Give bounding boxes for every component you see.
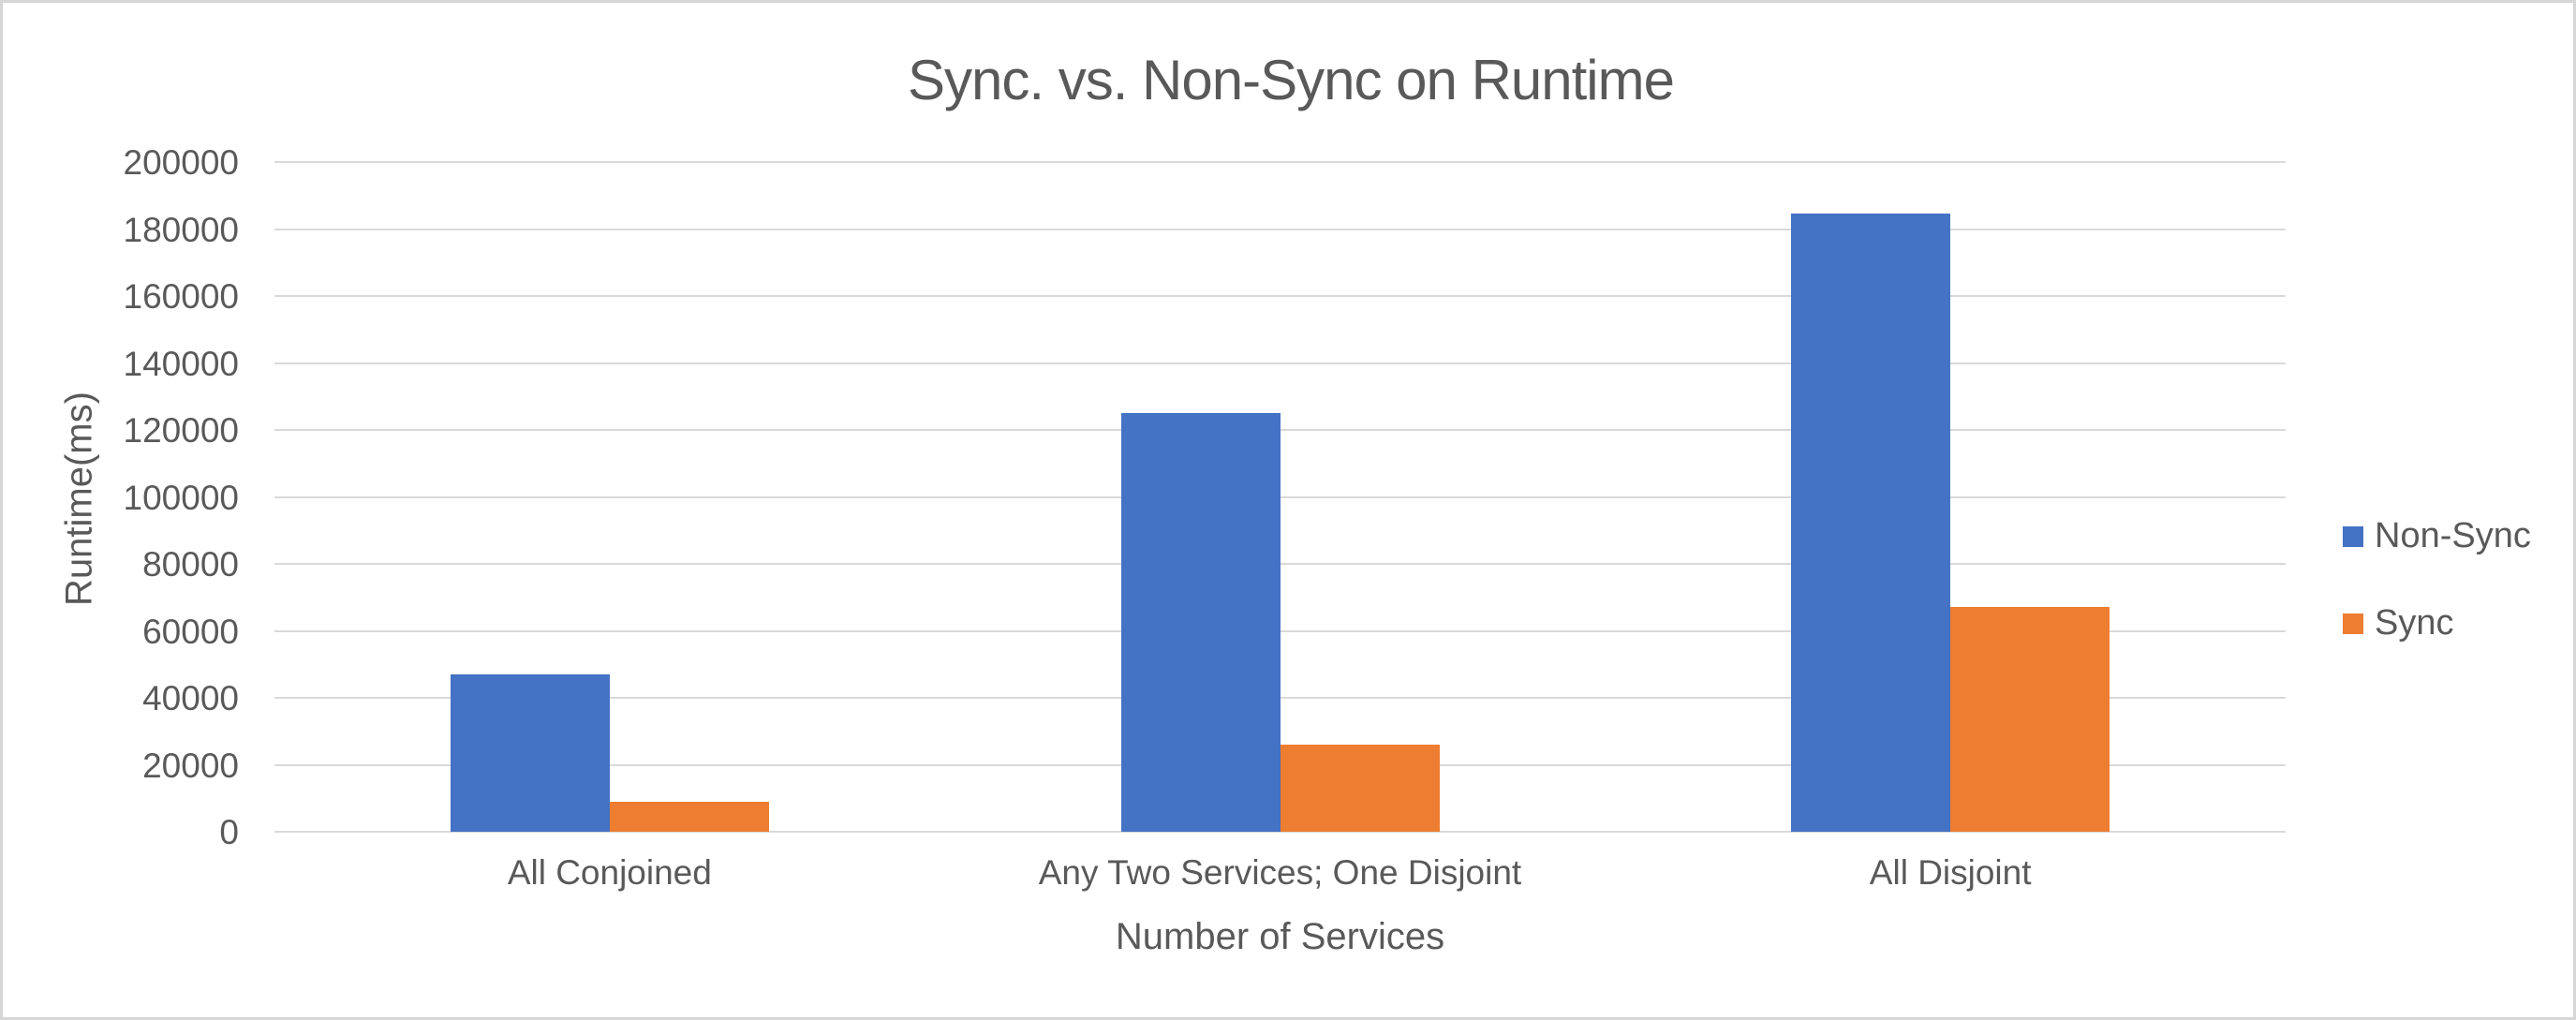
legend-label: Sync [2375,603,2454,643]
x-category-label: All Disjoint [1869,853,2032,892]
legend-item-sync: Sync [2343,603,2531,643]
gridline [274,429,2286,431]
y-tick-label: 140000 [123,344,239,383]
y-tick-label: 20000 [142,746,239,785]
gridline [274,563,2286,565]
y-tick-label: 180000 [123,210,239,249]
y-tick-label: 80000 [142,545,239,584]
x-category-label: All Conjoined [507,853,712,892]
chart-title: Sync. vs. Non-Sync on Runtime [907,49,1675,111]
y-tick-label: 60000 [142,612,239,651]
gridline [274,362,2286,364]
bar-sync-1 [609,801,769,832]
gridline [274,228,2286,230]
bar-non-sync-3 [1791,214,1951,832]
legend: Non-Sync Sync [2343,516,2531,643]
x-axis-title: Number of Services [1115,916,1445,957]
gridline [274,831,2286,833]
y-tick-label: 0 [219,813,239,851]
y-tick-label: 200000 [123,143,239,182]
bar-non-sync-1 [450,673,610,832]
gridline [274,697,2286,699]
y-tick-label: 100000 [123,478,239,517]
legend-swatch-icon [2343,525,2363,547]
legend-swatch-icon [2343,613,2363,634]
x-category-label: Any Two Services; One Disjoint [1038,853,1522,892]
y-tick-label: 40000 [142,679,239,717]
legend-item-non-sync: Non-Sync [2343,516,2531,556]
gridline [274,629,2286,632]
bar-non-sync-2 [1120,413,1281,832]
gridline [274,161,2286,163]
y-tick-label: 120000 [123,411,239,450]
bar-sync-3 [1950,607,2110,832]
plot-area [274,161,2286,833]
gridline [274,295,2286,297]
gridline [274,495,2286,498]
y-tick-label: 160000 [123,277,239,316]
bar-sync-2 [1280,745,1440,832]
legend-label: Non-Sync [2375,516,2531,555]
